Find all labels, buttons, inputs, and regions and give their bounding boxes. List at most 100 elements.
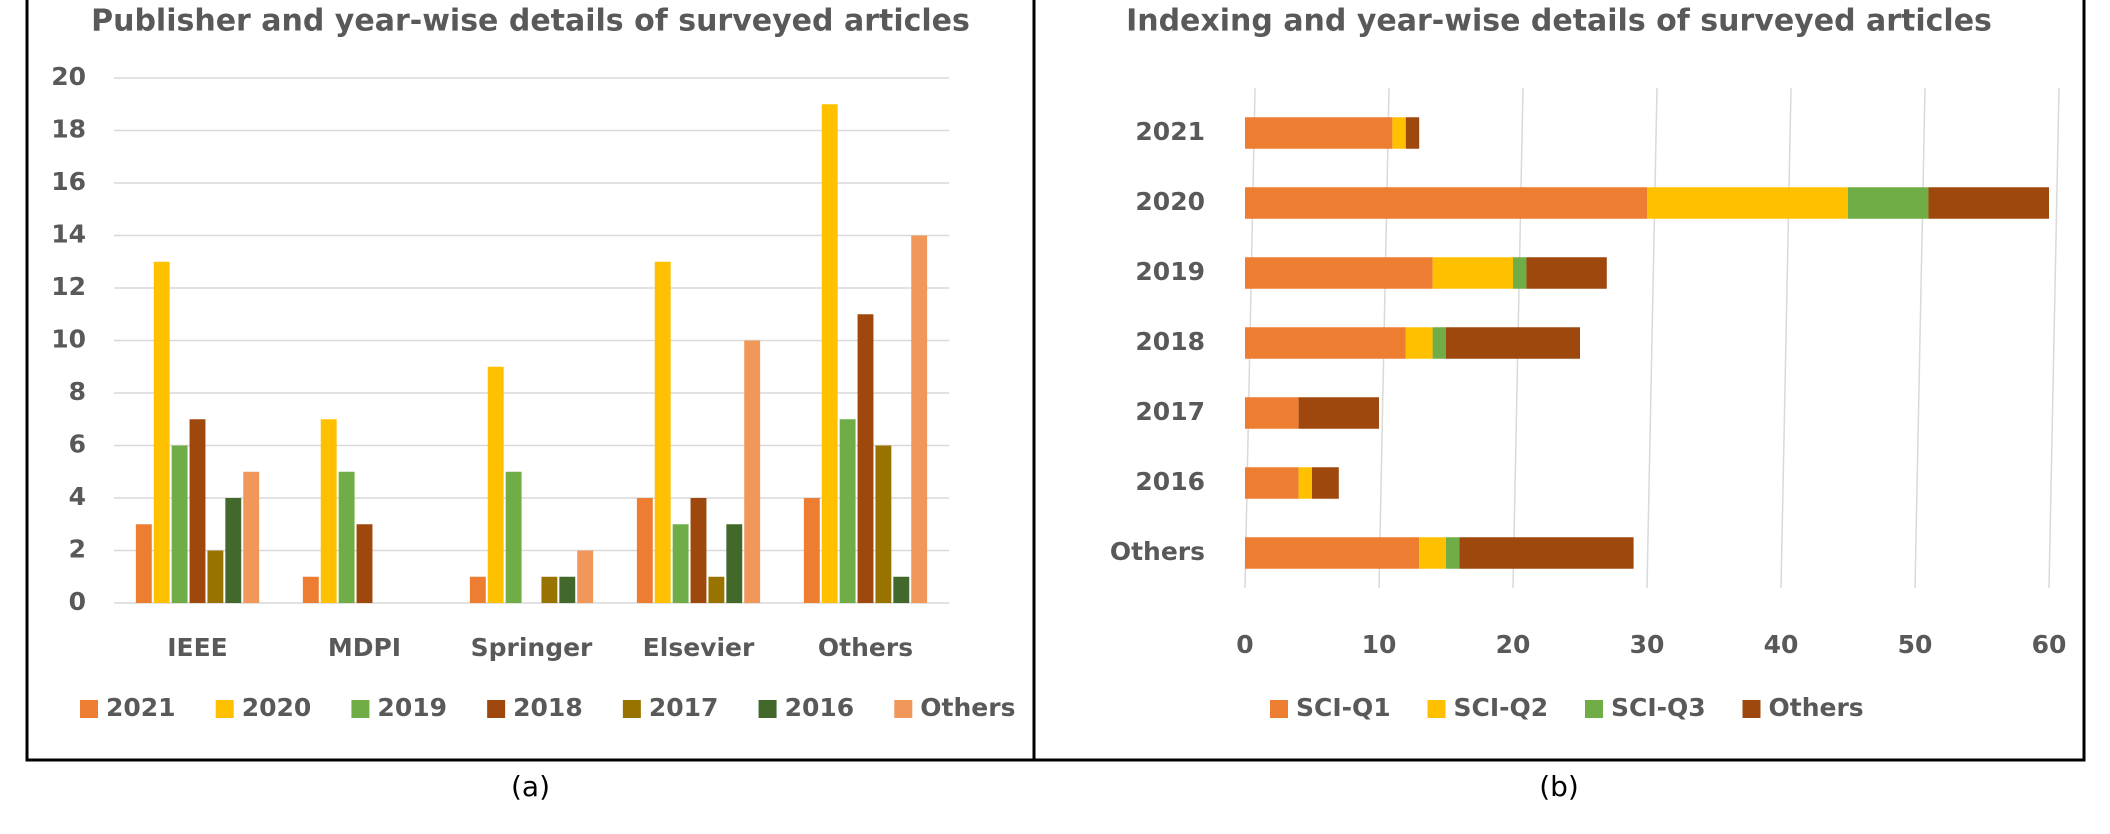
bar (875, 445, 892, 603)
bar (243, 471, 260, 603)
y-tick-label: 16 (51, 167, 86, 196)
bar-segment (1513, 257, 1527, 289)
bar (171, 445, 188, 603)
bar (135, 524, 152, 603)
y-tick-label: 4 (69, 482, 86, 511)
bar (911, 235, 928, 603)
bar (153, 261, 170, 603)
bar (487, 366, 504, 603)
legend-swatch (1427, 700, 1446, 718)
bar-segment (1298, 467, 1312, 499)
grid-line (1646, 87, 1658, 589)
bar (559, 576, 576, 603)
x-tick-label: Others (818, 633, 913, 662)
caption: (b) (1539, 770, 1579, 803)
bar (356, 524, 373, 603)
legend-swatch (1585, 700, 1603, 718)
bar-segment (1245, 117, 1393, 149)
bar-segment (1245, 537, 1420, 569)
legend-swatch (622, 700, 641, 718)
bar-segment (1848, 187, 1929, 219)
x-tick-label: 0 (1236, 630, 1253, 659)
bar (690, 498, 707, 603)
legend-swatch (1270, 700, 1288, 718)
x-tick-label: IEEE (167, 633, 228, 662)
bar (839, 419, 856, 603)
bar-segment (1432, 327, 1446, 359)
legend-label: 2016 (785, 693, 855, 722)
bar (577, 550, 594, 603)
chart-title: Indexing and year-wise details of survey… (1126, 4, 1992, 39)
y-tick-label: 6 (69, 430, 86, 459)
bar-segment (1392, 117, 1406, 149)
legend-swatch (351, 700, 370, 718)
legend-label: SCI-Q3 (1611, 693, 1706, 722)
bar (744, 340, 761, 603)
bar (803, 498, 820, 603)
bar (821, 104, 838, 603)
chart-title: Publisher and year-wise details of surve… (91, 4, 970, 39)
bar-segment (1312, 467, 1339, 499)
x-tick-label: 10 (1362, 630, 1397, 659)
bar-segment (1405, 327, 1433, 359)
legend-label: 2019 (377, 693, 447, 722)
legend-label: SCI-Q1 (1296, 693, 1391, 722)
bar-segment (1446, 327, 1580, 359)
caption: (a) (511, 770, 550, 803)
bar (672, 524, 689, 603)
legend-swatch (894, 700, 913, 718)
legend-label: 2018 (513, 693, 583, 722)
x-tick-label: 60 (2032, 630, 2067, 659)
y-tick-label: 2019 (1135, 257, 1205, 286)
bar-segment (1432, 257, 1513, 289)
y-tick-label: 14 (51, 220, 86, 249)
bar (636, 498, 653, 603)
y-tick-label: 2016 (1135, 467, 1205, 496)
x-tick-label: 20 (1496, 630, 1531, 659)
x-tick-label: Elsevier (643, 633, 755, 662)
legend-label: Others (920, 693, 1015, 722)
legend-swatch (487, 700, 506, 718)
legend-swatch (1742, 700, 1761, 718)
bar (338, 471, 355, 603)
bar-segment (1446, 537, 1460, 569)
y-tick-label: 2018 (1135, 327, 1205, 356)
x-tick-label: Springer (471, 633, 593, 662)
x-tick-label: 40 (1764, 630, 1799, 659)
legend-swatch (758, 700, 777, 718)
y-tick-label: 0 (69, 587, 86, 616)
bar (320, 419, 337, 603)
bar-segment (1647, 187, 1848, 219)
legend-swatch (80, 700, 98, 718)
frame (25, 0, 2086, 762)
bar (541, 576, 558, 603)
bar (207, 550, 224, 603)
bar (505, 471, 522, 603)
bar-segment (1245, 467, 1299, 499)
legend-label: Others (1769, 693, 1864, 722)
bar-segment (1419, 537, 1446, 569)
bar (302, 576, 319, 603)
bar-segment (1245, 397, 1299, 429)
bar-segment (1928, 187, 2049, 219)
legend-label: SCI-Q2 (1454, 693, 1549, 722)
bar (654, 261, 671, 603)
bar-segment (1298, 397, 1379, 429)
y-tick-label: 18 (51, 115, 86, 144)
bar (708, 576, 725, 603)
bar-segment (1245, 327, 1406, 359)
bar (893, 576, 910, 603)
bar-segment (1245, 257, 1433, 289)
x-tick-label: 50 (1898, 630, 1933, 659)
bar-segment (1459, 537, 1634, 569)
grid-line (1780, 87, 1792, 589)
y-tick-label: 2021 (1135, 117, 1205, 146)
legend-label: 2021 (106, 693, 176, 722)
legend-swatch (215, 700, 234, 718)
y-tick-label: 8 (69, 377, 86, 406)
x-tick-label: MDPI (328, 633, 401, 662)
bar (189, 419, 206, 603)
y-tick-label: 12 (51, 272, 86, 301)
grid-line (1914, 87, 1926, 589)
